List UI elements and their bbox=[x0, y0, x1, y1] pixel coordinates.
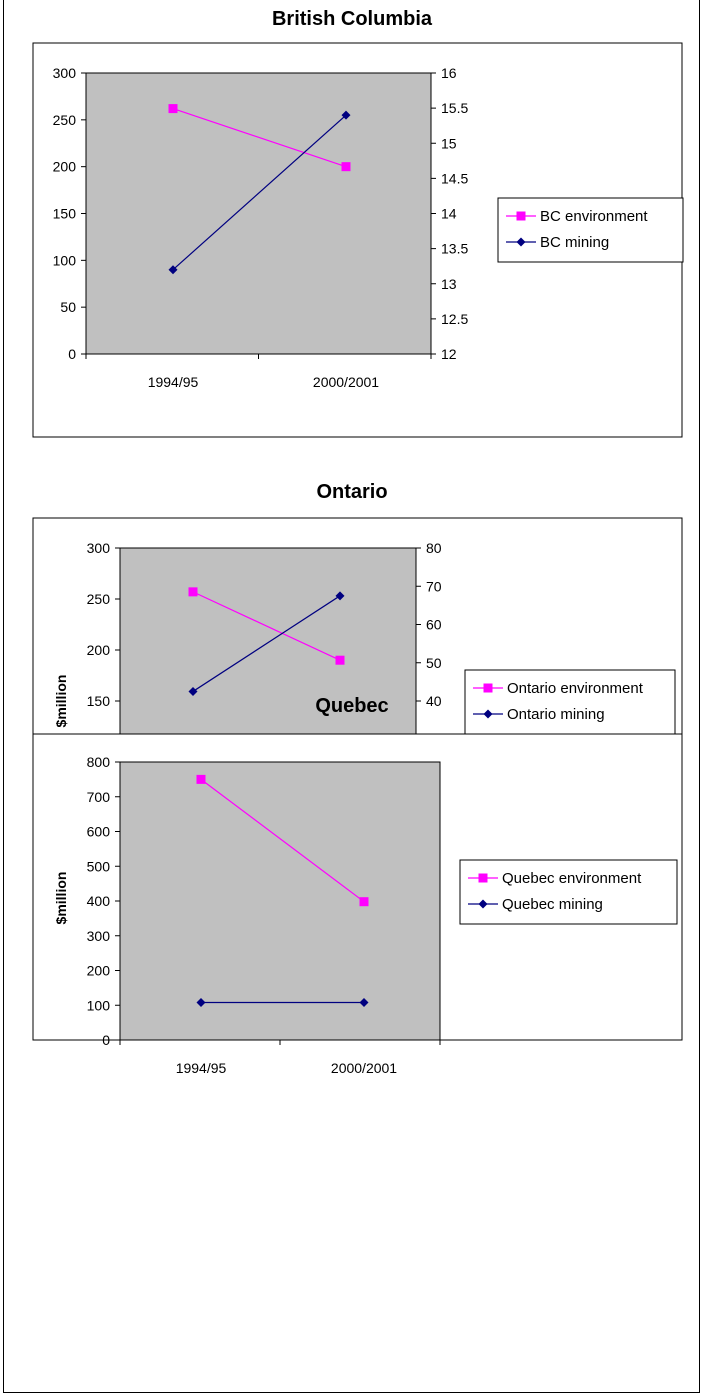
legend-box bbox=[497, 197, 684, 263]
legend-box bbox=[459, 859, 678, 925]
y-tick-label-right: 12 bbox=[441, 346, 457, 362]
y-tick-label-right: 13 bbox=[441, 276, 457, 292]
y-tick-label-left: 150 bbox=[53, 206, 77, 222]
legend-box bbox=[464, 669, 676, 735]
chart-title-ontario: Ontario bbox=[316, 481, 388, 503]
y-tick-label-left: 100 bbox=[53, 252, 77, 268]
plot-area bbox=[119, 761, 441, 1041]
series-line-1 bbox=[172, 114, 347, 271]
y-tick-label-right: 16 bbox=[441, 65, 457, 81]
y-tick-label-left: 500 bbox=[87, 858, 111, 874]
y-tick-label-left: 250 bbox=[53, 112, 77, 128]
y-tick-label-left: 200 bbox=[87, 963, 111, 979]
y-tick-label-left: 300 bbox=[87, 540, 111, 556]
x-tick-label: 2000/2001 bbox=[313, 374, 379, 390]
y-tick-label-left: 600 bbox=[87, 824, 111, 840]
legend-label: Ontario mining bbox=[507, 706, 605, 723]
x-tick-label: 2000/2001 bbox=[331, 1060, 397, 1076]
data-point-square bbox=[335, 655, 345, 665]
page-frame bbox=[3, 0, 700, 1393]
data-point-square bbox=[168, 104, 178, 114]
legend-label: Quebec environment bbox=[502, 870, 642, 887]
y-axis-label: $million bbox=[53, 675, 69, 728]
legend-marker-square bbox=[478, 873, 488, 883]
y-tick-label-left: 0 bbox=[102, 1032, 110, 1048]
legend-marker-square bbox=[516, 211, 526, 221]
data-point-diamond bbox=[168, 265, 178, 275]
y-tick-label-right: 13.5 bbox=[441, 241, 468, 257]
chart-bc: 0 50 100 150 200 250 300 12 12.5 13 13.5 14 14.5 15 15… bbox=[32, 42, 684, 438]
y-tick-label-left: 300 bbox=[53, 65, 77, 81]
data-point-diamond bbox=[335, 591, 345, 601]
y-tick-label-right: 12.5 bbox=[441, 311, 468, 327]
y-tick-label-left: 100 bbox=[87, 997, 111, 1013]
y-tick-label-left: 200 bbox=[53, 159, 77, 175]
y-tick-label-left: 400 bbox=[87, 893, 111, 909]
y-tick-label-right: 40 bbox=[426, 693, 442, 709]
legend-label: Ontario environment bbox=[507, 680, 644, 697]
y-tick-label-right: 14 bbox=[441, 206, 457, 222]
y-tick-label-right: 60 bbox=[426, 617, 442, 633]
y-tick-label-left: 50 bbox=[60, 299, 76, 315]
chart-title-bc: British Columbia bbox=[271, 8, 432, 30]
series-line-1 bbox=[192, 595, 341, 692]
y-tick-label-right: 15.5 bbox=[441, 100, 468, 116]
data-point-diamond bbox=[196, 997, 206, 1007]
y-tick-label-right: 70 bbox=[426, 578, 442, 594]
y-axis-label: $million bbox=[53, 872, 69, 925]
y-tick-label-right: 15 bbox=[441, 135, 457, 151]
series-line-0 bbox=[200, 778, 365, 903]
data-point-diamond bbox=[341, 110, 351, 120]
legend-marker-diamond bbox=[478, 899, 488, 909]
y-tick-label-left: 300 bbox=[87, 928, 111, 944]
data-point-square bbox=[188, 587, 198, 597]
y-tick-label-left: 700 bbox=[87, 789, 111, 805]
data-point-diamond bbox=[359, 997, 369, 1007]
x-tick-label: 1994/95 bbox=[176, 1060, 227, 1076]
legend-label: BC mining bbox=[540, 234, 609, 251]
x-tick-label: 1994/95 bbox=[148, 374, 199, 390]
data-point-diamond bbox=[188, 686, 198, 696]
series-line-0 bbox=[172, 108, 347, 168]
chart-title-quebec: Quebec bbox=[315, 695, 389, 717]
y-tick-label-left: 250 bbox=[87, 591, 111, 607]
y-tick-label-right: 14.5 bbox=[441, 170, 468, 186]
legend-label: Quebec mining bbox=[502, 896, 603, 913]
y-tick-label-left: 800 bbox=[87, 754, 111, 770]
legend-marker-diamond bbox=[516, 237, 526, 247]
legend-marker-square bbox=[483, 683, 493, 693]
y-tick-label-right: 50 bbox=[426, 655, 442, 671]
data-point-square bbox=[341, 162, 351, 172]
data-point-square bbox=[196, 774, 206, 784]
y-tick-label-right: 80 bbox=[426, 540, 442, 556]
legend-label: BC environment bbox=[540, 208, 648, 225]
y-tick-label-left: 150 bbox=[87, 693, 111, 709]
data-point-square bbox=[359, 897, 369, 907]
y-tick-label-left: 0 bbox=[68, 346, 76, 362]
series-line-0 bbox=[192, 591, 341, 661]
y-tick-label-left: 200 bbox=[87, 642, 111, 658]
legend-marker-diamond bbox=[483, 709, 493, 719]
